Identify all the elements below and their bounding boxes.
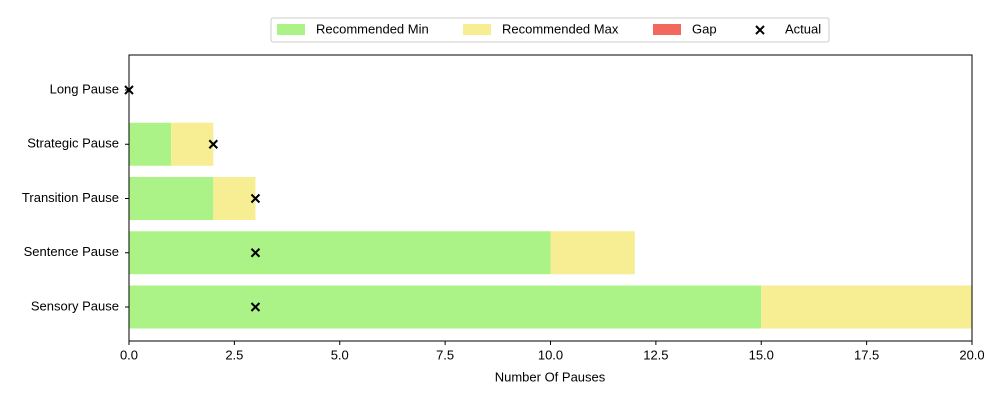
y-tick-label: Sensory Pause — [31, 298, 119, 313]
y-tick-label: Sentence Pause — [24, 244, 119, 259]
x-tick-label: 20.0 — [959, 347, 984, 362]
x-tick-label: 10.0 — [538, 347, 563, 362]
legend-box — [270, 17, 830, 43]
actual-marker — [250, 248, 261, 258]
bar-segment — [129, 231, 551, 275]
x-tick-label: 12.5 — [643, 347, 668, 362]
legend-label: Recommended Min — [316, 21, 429, 36]
legend-swatch — [277, 24, 305, 35]
bar-segment — [129, 285, 762, 329]
x-axis-label: Number Of Pauses — [495, 369, 606, 384]
bar-segment — [213, 177, 256, 220]
bar-segment — [761, 285, 972, 329]
y-tick-label: Transition Pause — [22, 190, 119, 205]
bar-segment — [129, 122, 172, 166]
legend-label: Gap — [692, 21, 717, 36]
x-tick-label: 7.5 — [436, 347, 454, 362]
x-tick-label: 0.0 — [120, 347, 138, 362]
x-tick-label: 2.5 — [225, 347, 243, 362]
actual-marker — [250, 193, 261, 204]
y-tick-label: Strategic Pause — [27, 136, 119, 151]
actual-marker — [250, 302, 261, 312]
legend-label: Recommended Max — [502, 21, 619, 36]
legend-swatch — [463, 24, 491, 35]
legend-marker — [755, 25, 765, 35]
actual-marker — [208, 139, 219, 149]
legend-label: Actual — [785, 21, 821, 36]
bar-segment — [171, 122, 214, 166]
y-tick-label: Long Pause — [50, 81, 119, 96]
bar-segment — [550, 231, 635, 275]
bar-segment — [129, 177, 214, 220]
x-tick-label: 17.5 — [854, 347, 879, 362]
x-tick-label: 5.0 — [331, 347, 349, 362]
x-tick-label: 15.0 — [749, 347, 774, 362]
legend-swatch — [653, 24, 681, 35]
